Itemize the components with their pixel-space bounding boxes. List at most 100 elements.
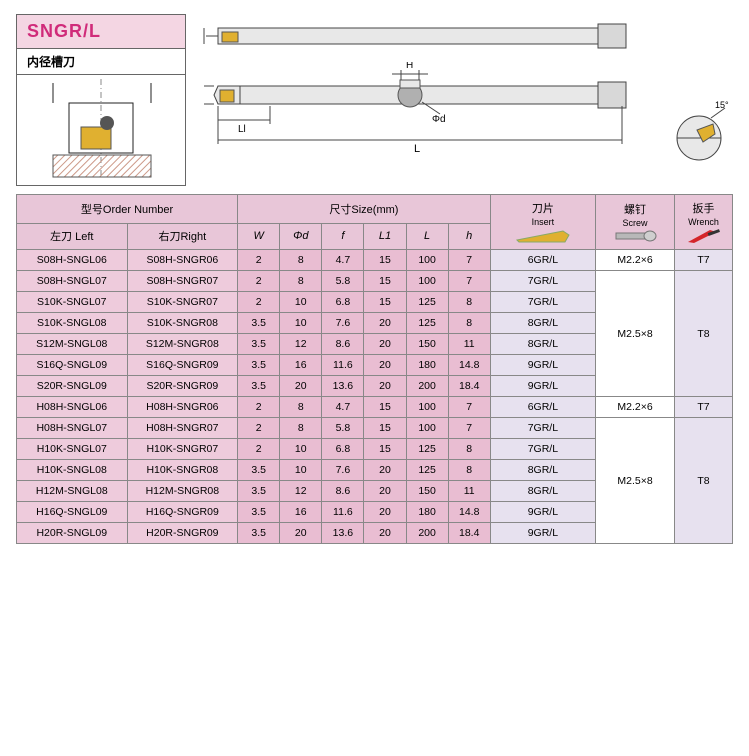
table-header-row-1: 型号Order Number 尺寸Size(mm) 刀片 Insert 螺钉 S… [17, 195, 733, 224]
page: SNGR/L 内径槽刀 [0, 0, 749, 560]
cell-L1: 20 [364, 376, 406, 397]
cell-right: S08H-SNGR07 [127, 271, 238, 292]
cell-d: 10 [280, 460, 322, 481]
cell-insert: 7GR/L [490, 271, 595, 292]
cell-d: 10 [280, 313, 322, 334]
cell-f: 7.6 [322, 313, 364, 334]
cell-W: 2 [238, 397, 280, 418]
cell-W: 3.5 [238, 502, 280, 523]
cell-L1: 15 [364, 250, 406, 271]
hdr-insert: 刀片 Insert [490, 195, 595, 250]
cell-insert: 8GR/L [490, 313, 595, 334]
cell-screw: M2.2×6 [596, 250, 675, 271]
cell-insert: 6GR/L [490, 250, 595, 271]
cell-right: H12M-SNGR08 [127, 481, 238, 502]
cell-L1: 15 [364, 418, 406, 439]
cell-h: 11 [448, 481, 490, 502]
cell-W: 3.5 [238, 460, 280, 481]
cell-d: 8 [280, 418, 322, 439]
cell-L: 180 [406, 355, 448, 376]
cell-L1: 20 [364, 460, 406, 481]
cell-W: 3.5 [238, 334, 280, 355]
cell-f: 13.6 [322, 523, 364, 544]
cell-insert: 8GR/L [490, 334, 595, 355]
cell-right: S08H-SNGR06 [127, 250, 238, 271]
spec-table: 型号Order Number 尺寸Size(mm) 刀片 Insert 螺钉 S… [16, 194, 733, 544]
cell-insert: 8GR/L [490, 481, 595, 502]
hdr-f: f [322, 223, 364, 249]
cell-insert: 9GR/L [490, 355, 595, 376]
cell-insert: 9GR/L [490, 502, 595, 523]
cell-W: 3.5 [238, 376, 280, 397]
cell-f: 5.8 [322, 418, 364, 439]
cell-right: S10K-SNGR08 [127, 313, 238, 334]
cell-h: 14.8 [448, 355, 490, 376]
hdr-order: 型号Order Number [17, 195, 238, 224]
cell-wrench: T8 [675, 418, 733, 544]
hdr-d: Φd [280, 223, 322, 249]
hdr-L1: L1 [364, 223, 406, 249]
cell-h: 8 [448, 460, 490, 481]
cell-right: S12M-SNGR08 [127, 334, 238, 355]
cell-screw: M2.5×8 [596, 418, 675, 544]
cell-left: H12M-SNGL08 [17, 481, 128, 502]
cell-right: S20R-SNGR09 [127, 376, 238, 397]
cell-L: 100 [406, 250, 448, 271]
label-phi-d: Φd [432, 114, 446, 125]
cell-f: 11.6 [322, 502, 364, 523]
tool-top-view-icon [200, 14, 640, 62]
table-row: H08H-SNGL06H08H-SNGR06284.71510076GR/LM2… [17, 397, 733, 418]
cell-insert: 8GR/L [490, 460, 595, 481]
cell-W: 2 [238, 292, 280, 313]
cell-d: 16 [280, 502, 322, 523]
table-body: S08H-SNGL06S08H-SNGR06284.71510076GR/LM2… [17, 250, 733, 544]
end-view-icon: 15° [667, 100, 737, 170]
cell-wrench: T7 [675, 397, 733, 418]
cell-right: H20R-SNGR09 [127, 523, 238, 544]
cell-L: 200 [406, 523, 448, 544]
cell-h: 18.4 [448, 523, 490, 544]
cell-h: 8 [448, 439, 490, 460]
cell-left: H08H-SNGL07 [17, 418, 128, 439]
cell-d: 8 [280, 250, 322, 271]
cell-L: 200 [406, 376, 448, 397]
cell-left: H10K-SNGL08 [17, 460, 128, 481]
tool-side-view-icon: H Φd Ll L [200, 62, 640, 162]
insert-icon [513, 228, 573, 244]
cell-d: 20 [280, 376, 322, 397]
cell-d: 10 [280, 439, 322, 460]
hdr-W: W [238, 223, 280, 249]
cell-insert: 9GR/L [490, 376, 595, 397]
cell-h: 7 [448, 397, 490, 418]
cell-L1: 20 [364, 523, 406, 544]
cell-d: 20 [280, 523, 322, 544]
cell-L1: 20 [364, 481, 406, 502]
label-H: H [406, 62, 413, 71]
cell-left: S16Q-SNGL09 [17, 355, 128, 376]
cell-wrench: T7 [675, 250, 733, 271]
cell-right: S10K-SNGR07 [127, 292, 238, 313]
hdr-left: 左刀 Left [17, 223, 128, 249]
cell-left: H16Q-SNGL09 [17, 502, 128, 523]
cell-left: S08H-SNGL07 [17, 271, 128, 292]
cell-W: 2 [238, 250, 280, 271]
table-row: H08H-SNGL07H08H-SNGR07285.81510077GR/LM2… [17, 418, 733, 439]
hdr-right: 右刀Right [127, 223, 238, 249]
cell-f: 4.7 [322, 397, 364, 418]
cell-wrench: T8 [675, 271, 733, 397]
cell-d: 8 [280, 397, 322, 418]
cell-f: 6.8 [322, 439, 364, 460]
cell-h: 7 [448, 250, 490, 271]
cell-L: 125 [406, 439, 448, 460]
hdr-h: h [448, 223, 490, 249]
title-box: SNGR/L 内径槽刀 [16, 14, 186, 186]
cell-L1: 15 [364, 292, 406, 313]
cell-left: S10K-SNGL08 [17, 313, 128, 334]
cell-left: S08H-SNGL06 [17, 250, 128, 271]
cell-L: 150 [406, 481, 448, 502]
cross-section-icon [17, 75, 185, 185]
cell-right: H10K-SNGR08 [127, 460, 238, 481]
cell-W: 3.5 [238, 481, 280, 502]
cell-left: H10K-SNGL07 [17, 439, 128, 460]
cell-h: 14.8 [448, 502, 490, 523]
